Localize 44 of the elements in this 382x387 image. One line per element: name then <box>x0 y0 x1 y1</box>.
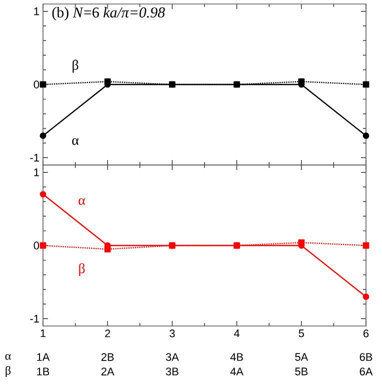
text: 3A <box>166 353 179 361</box>
text: 5A <box>295 353 308 361</box>
point <box>40 132 46 139</box>
point <box>362 294 370 300</box>
text: α <box>5 354 11 360</box>
x-tick-label: 4 <box>234 330 240 338</box>
x-tick-label: 3 <box>170 330 175 338</box>
text: 3B <box>166 368 178 376</box>
point <box>362 81 370 88</box>
text: β <box>6 366 11 377</box>
text: 6B <box>360 353 372 361</box>
text: 1A <box>37 353 50 361</box>
x-tick-label: 6 <box>364 330 369 338</box>
point <box>40 191 46 198</box>
y-tick-label: 0 <box>34 80 40 88</box>
point <box>298 239 305 246</box>
series-label: α <box>72 138 79 145</box>
text: 2B <box>101 353 114 361</box>
point <box>40 242 46 249</box>
x-tick-label: 5 <box>298 330 304 338</box>
chart-title: (b) N=6 ka/π=0.98 <box>52 7 165 21</box>
series-label: β <box>79 263 85 276</box>
point <box>362 132 370 139</box>
text: 6A <box>360 368 373 376</box>
y-tick-label: 1 <box>34 8 39 16</box>
series-label: β <box>72 60 78 73</box>
series-label: α <box>78 198 86 205</box>
point <box>362 242 370 249</box>
text: 4B <box>230 353 243 361</box>
text: 2A <box>101 368 114 376</box>
x-tick-label: 1 <box>40 330 46 338</box>
text: 5B <box>295 368 308 376</box>
point <box>298 78 305 85</box>
point <box>234 81 240 88</box>
y-tick-label: 1 <box>34 168 39 176</box>
point <box>104 78 111 85</box>
point <box>104 246 111 252</box>
point <box>40 81 46 88</box>
text: 1B <box>37 368 50 376</box>
x-tick-label: 2 <box>105 330 110 338</box>
text: 4A <box>230 368 244 376</box>
y-tick-label: -1 <box>30 314 39 322</box>
y-tick-label: -1 <box>30 154 39 162</box>
y-tick-label: 0 <box>34 242 40 250</box>
